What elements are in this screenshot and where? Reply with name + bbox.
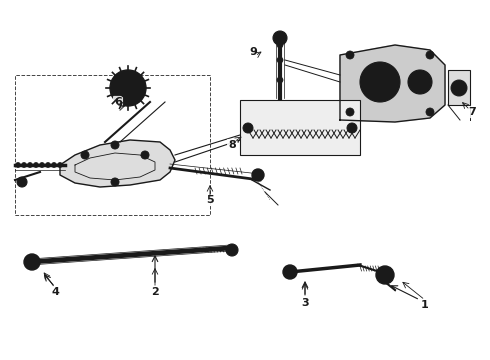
Text: 8: 8 — [228, 140, 236, 150]
Circle shape — [243, 123, 253, 133]
Circle shape — [415, 77, 425, 87]
Circle shape — [141, 151, 149, 159]
Circle shape — [111, 178, 119, 186]
Circle shape — [376, 266, 394, 284]
Circle shape — [346, 108, 354, 116]
Bar — [240, 100, 360, 155]
Text: 4: 4 — [51, 287, 59, 297]
Bar — [15, 75, 210, 215]
Circle shape — [51, 162, 56, 167]
Text: 9: 9 — [249, 47, 257, 57]
Circle shape — [360, 62, 400, 102]
Circle shape — [22, 162, 26, 167]
Text: 2: 2 — [151, 287, 159, 297]
Circle shape — [277, 57, 283, 63]
Circle shape — [17, 177, 27, 187]
Circle shape — [46, 162, 50, 167]
Circle shape — [426, 108, 434, 116]
Bar — [448, 70, 470, 105]
Circle shape — [283, 265, 297, 279]
Text: 1: 1 — [421, 300, 429, 310]
Circle shape — [27, 162, 32, 167]
Circle shape — [24, 254, 40, 270]
Circle shape — [111, 141, 119, 149]
Text: 6: 6 — [114, 97, 122, 107]
Circle shape — [370, 72, 390, 92]
Circle shape — [110, 70, 146, 106]
Text: 5: 5 — [206, 195, 214, 205]
Circle shape — [40, 162, 45, 167]
Circle shape — [426, 51, 434, 59]
Circle shape — [346, 51, 354, 59]
Circle shape — [277, 77, 283, 83]
Circle shape — [118, 78, 138, 98]
Circle shape — [252, 169, 264, 181]
Polygon shape — [340, 45, 445, 122]
Circle shape — [273, 31, 287, 45]
Circle shape — [408, 70, 432, 94]
Circle shape — [57, 162, 63, 167]
Circle shape — [451, 80, 467, 96]
Text: 3: 3 — [301, 298, 309, 308]
Circle shape — [33, 162, 39, 167]
Circle shape — [347, 123, 357, 133]
Circle shape — [277, 42, 283, 48]
Text: 7: 7 — [468, 107, 476, 117]
Circle shape — [226, 244, 238, 256]
Circle shape — [16, 162, 21, 167]
Polygon shape — [60, 140, 175, 187]
Circle shape — [81, 151, 89, 159]
